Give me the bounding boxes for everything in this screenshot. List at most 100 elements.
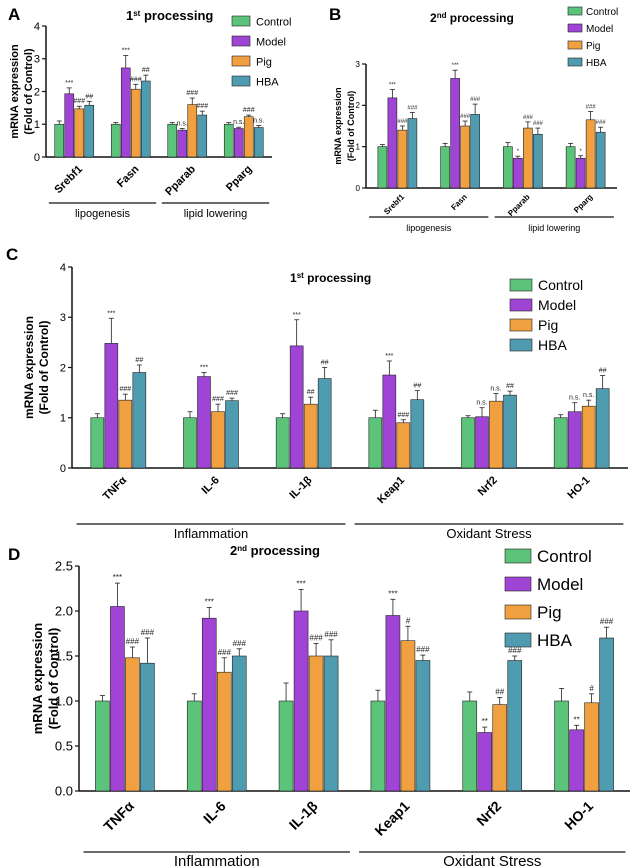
- significance-label: ***: [293, 312, 301, 319]
- bar-hba: [317, 378, 332, 469]
- significance-label: n.s.: [177, 121, 188, 128]
- bar-model: [177, 129, 188, 158]
- significance-label: ###: [586, 105, 597, 111]
- category-label: Pparab: [163, 163, 198, 198]
- bar-pig: [396, 422, 411, 469]
- significance-label: ###: [73, 98, 85, 105]
- title-number: 2: [430, 11, 437, 25]
- significance-label: ##: [506, 383, 514, 390]
- legend-label: Pig: [537, 603, 562, 622]
- legend-label: Pig: [256, 56, 272, 68]
- y-axis-label: (Fold of Control): [46, 628, 61, 730]
- bar-hba: [197, 114, 208, 158]
- significance-label: ###: [186, 90, 198, 97]
- group-label: Inflammation: [174, 526, 248, 541]
- panel-letter: D: [8, 545, 20, 564]
- category-label: Fasn: [115, 163, 142, 190]
- bar-model: [475, 416, 489, 469]
- bar-control: [370, 700, 386, 792]
- bar-model: [387, 97, 398, 189]
- legend-label: Control: [537, 547, 592, 566]
- bar-pig: [585, 119, 596, 189]
- bar-model: [567, 411, 582, 469]
- significance-label: ###: [233, 639, 247, 648]
- legend-label: Model: [586, 24, 613, 35]
- significance-label: ###: [397, 412, 409, 419]
- y-tick-label: 0.5: [55, 739, 73, 754]
- bar-hba: [84, 104, 95, 158]
- significance-label: ##: [307, 389, 315, 396]
- group-label: lipid lowering: [528, 223, 580, 233]
- bar-control: [377, 146, 388, 189]
- legend-label: Control: [256, 16, 291, 28]
- bar-model: [64, 93, 75, 158]
- y-tick-label: 1.0: [55, 694, 73, 709]
- legend-swatch-hba: [231, 75, 251, 87]
- panel-letter: B: [329, 5, 341, 24]
- category-label: IL-1β: [287, 474, 314, 501]
- legend-swatch-control: [231, 15, 251, 27]
- significance-label: #: [589, 684, 594, 693]
- title-number: 2: [230, 543, 237, 558]
- legend-label: Pig: [586, 41, 600, 52]
- legend-swatch-control: [509, 278, 533, 292]
- bar-pig: [74, 108, 85, 158]
- y-axis-label: mRNA expression: [22, 316, 36, 419]
- y-tick-label: 0.0: [55, 784, 73, 799]
- significance-label: ###: [126, 637, 140, 646]
- significance-label: **: [573, 715, 579, 724]
- title-superscript: st: [133, 9, 140, 18]
- significance-label: ###: [243, 107, 255, 114]
- bar-control: [462, 700, 478, 792]
- category-label: TNFα: [101, 474, 130, 503]
- bar-control: [440, 146, 450, 189]
- bar-model: [293, 610, 309, 792]
- legend-swatch-control: [567, 6, 583, 16]
- bar-hba: [470, 114, 480, 189]
- y-axis-label: mRNA expression: [333, 87, 343, 164]
- bar-model: [197, 376, 211, 469]
- y-tick-label: 1.5: [55, 649, 73, 664]
- y-axis-label: mRNA expression: [9, 44, 21, 139]
- bar-hba: [132, 372, 147, 469]
- significance-label: ###: [130, 76, 142, 83]
- significance-label: ***: [389, 83, 397, 89]
- bar-hba: [407, 118, 418, 189]
- significance-label: ###: [407, 105, 418, 111]
- significance-label: ###: [508, 646, 522, 655]
- bar-control: [368, 417, 383, 469]
- significance-label: ###: [218, 648, 232, 657]
- bar-pig: [125, 657, 140, 792]
- category-label: IL-1β: [286, 797, 321, 832]
- category-label: Fasn: [449, 192, 469, 212]
- bar-control: [553, 417, 568, 469]
- significance-label: n.s.: [476, 400, 487, 407]
- bar-hba: [140, 80, 151, 158]
- y-axis-label: (Fold of Control): [37, 321, 51, 415]
- significance-label: **: [482, 717, 488, 726]
- category-label: HO-1: [565, 474, 592, 501]
- legend-swatch-model: [231, 35, 251, 47]
- bar-pig: [118, 399, 133, 469]
- y-tick-label: 3: [60, 312, 66, 324]
- group-label: Oxidant Stress: [443, 853, 541, 867]
- title-superscript: st: [297, 271, 304, 280]
- significance-label: ***: [65, 80, 73, 87]
- bar-control: [278, 700, 294, 792]
- legend-label: Pig: [538, 317, 558, 333]
- significance-label: ###: [416, 645, 430, 654]
- bar-hba: [595, 131, 606, 189]
- bar-model: [513, 157, 523, 189]
- significance-label: ###: [533, 121, 544, 127]
- bar-model: [575, 157, 586, 189]
- bar-control: [110, 123, 121, 158]
- bar-model: [201, 617, 217, 792]
- bar-control: [95, 700, 110, 792]
- bar-control: [223, 123, 234, 158]
- group-label: lipid lowering: [184, 208, 248, 220]
- panel-title: 1st processing: [290, 271, 371, 286]
